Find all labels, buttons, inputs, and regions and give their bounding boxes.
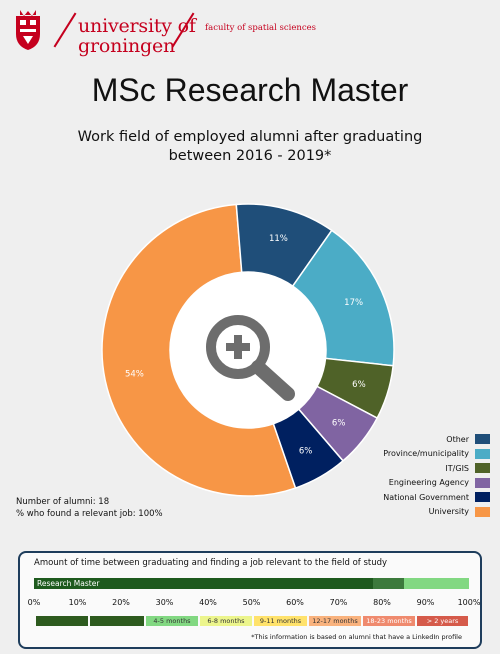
legend-swatch: [475, 492, 490, 503]
time-to-job-panel: Amount of time between graduating and fi…: [18, 551, 482, 649]
university-name: university of groningen: [78, 16, 196, 56]
donut-label-it-gis: 6%: [352, 380, 366, 390]
chart-legend: Other Province/municipality IT/GIS Engineer…: [340, 432, 490, 519]
duration-legend-item: 4-5 months: [146, 616, 198, 626]
header: university of groningen faculty of spati…: [0, 0, 500, 60]
x-tick-label: 10%: [68, 598, 87, 607]
x-tick-label: 30%: [155, 598, 174, 607]
legend-item: IT/GIS: [340, 461, 490, 476]
donut-label-university: 54%: [125, 370, 144, 380]
duration-legend-item: 6-8 months: [200, 616, 252, 626]
legend-item: National Government: [340, 490, 490, 505]
footnote: *This information is based on alumni tha…: [251, 633, 462, 641]
bar-category-label: Research Master: [37, 579, 100, 588]
bar-segment: [34, 578, 374, 589]
x-axis-ticks: 0% 10% 20% 30% 40% 50% 60% 70% 80% 90% 100%: [28, 598, 481, 610]
legend-swatch: [475, 448, 490, 459]
legend-swatch: [475, 506, 490, 517]
legend-label: IT/GIS: [445, 463, 469, 473]
legend-item: University: [340, 505, 490, 520]
relevant-job-text: % who found a relevant job: 100%: [16, 509, 163, 519]
legend-item: Province/municipality: [340, 447, 490, 462]
x-tick-label: 0%: [27, 598, 41, 607]
x-tick-label: 60%: [286, 598, 304, 607]
donut-label-province-municipality: 17%: [344, 298, 363, 308]
num-alumni-text: Number of alumni: 18: [16, 497, 110, 507]
legend-swatch: [475, 477, 490, 488]
faculty-name: faculty of spatial sciences: [205, 23, 317, 33]
chart-subtitle: Work field of employed alumni after grad…: [77, 129, 423, 164]
donut-label-engineering-agency: 6%: [332, 418, 346, 428]
donut-label-other: 11%: [269, 234, 288, 244]
legend-label: University: [428, 507, 469, 517]
university-name-line1: university of: [78, 15, 196, 37]
x-tick-label: 90%: [416, 598, 435, 607]
time-to-job-bar: Research Master: [34, 578, 469, 589]
x-tick-label: 20%: [112, 598, 130, 607]
legend-item: Other: [340, 432, 490, 447]
legend-label: National Government: [383, 492, 469, 502]
duration-legend-item: > 2 years: [417, 616, 468, 626]
legend-item: Engineering Agency: [340, 476, 490, 491]
legend-swatch: [475, 463, 490, 474]
legend-label: Engineering Agency: [388, 478, 469, 488]
bar-segment: [403, 578, 469, 589]
bar-segment: [373, 578, 404, 589]
university-crest-logo: [16, 10, 40, 50]
x-tick-label: 70%: [329, 598, 348, 607]
duration-legend-item: [36, 616, 88, 626]
legend-label: Province/municipality: [383, 449, 469, 459]
duration-legend-item: 12-17 months: [309, 616, 361, 626]
legend-label: Other: [446, 434, 469, 444]
x-tick-label: 80%: [373, 598, 391, 607]
duration-legend-item: 9-11 months: [254, 616, 307, 626]
page-title: MSc Research Master: [91, 72, 409, 108]
donut-label-national-government: 6%: [299, 447, 313, 457]
alumni-stats: Number of alumni: 18 % who found a relev…: [16, 496, 163, 520]
university-name-line2: groningen: [78, 35, 176, 57]
time-to-job-title: Amount of time between graduating and fi…: [34, 558, 388, 568]
duration-legend-item: [90, 616, 144, 626]
duration-legend-item: 18-23 months: [363, 616, 415, 626]
legend-swatch: [475, 434, 490, 445]
magnifier-plus-icon[interactable]: [206, 315, 295, 401]
x-tick-label: 40%: [199, 598, 217, 607]
duration-legend: 4-5 months 6-8 months 9-11 months 12-17 mon…: [34, 616, 469, 626]
x-tick-label: 100%: [457, 598, 481, 607]
x-tick-label: 50%: [242, 598, 261, 607]
